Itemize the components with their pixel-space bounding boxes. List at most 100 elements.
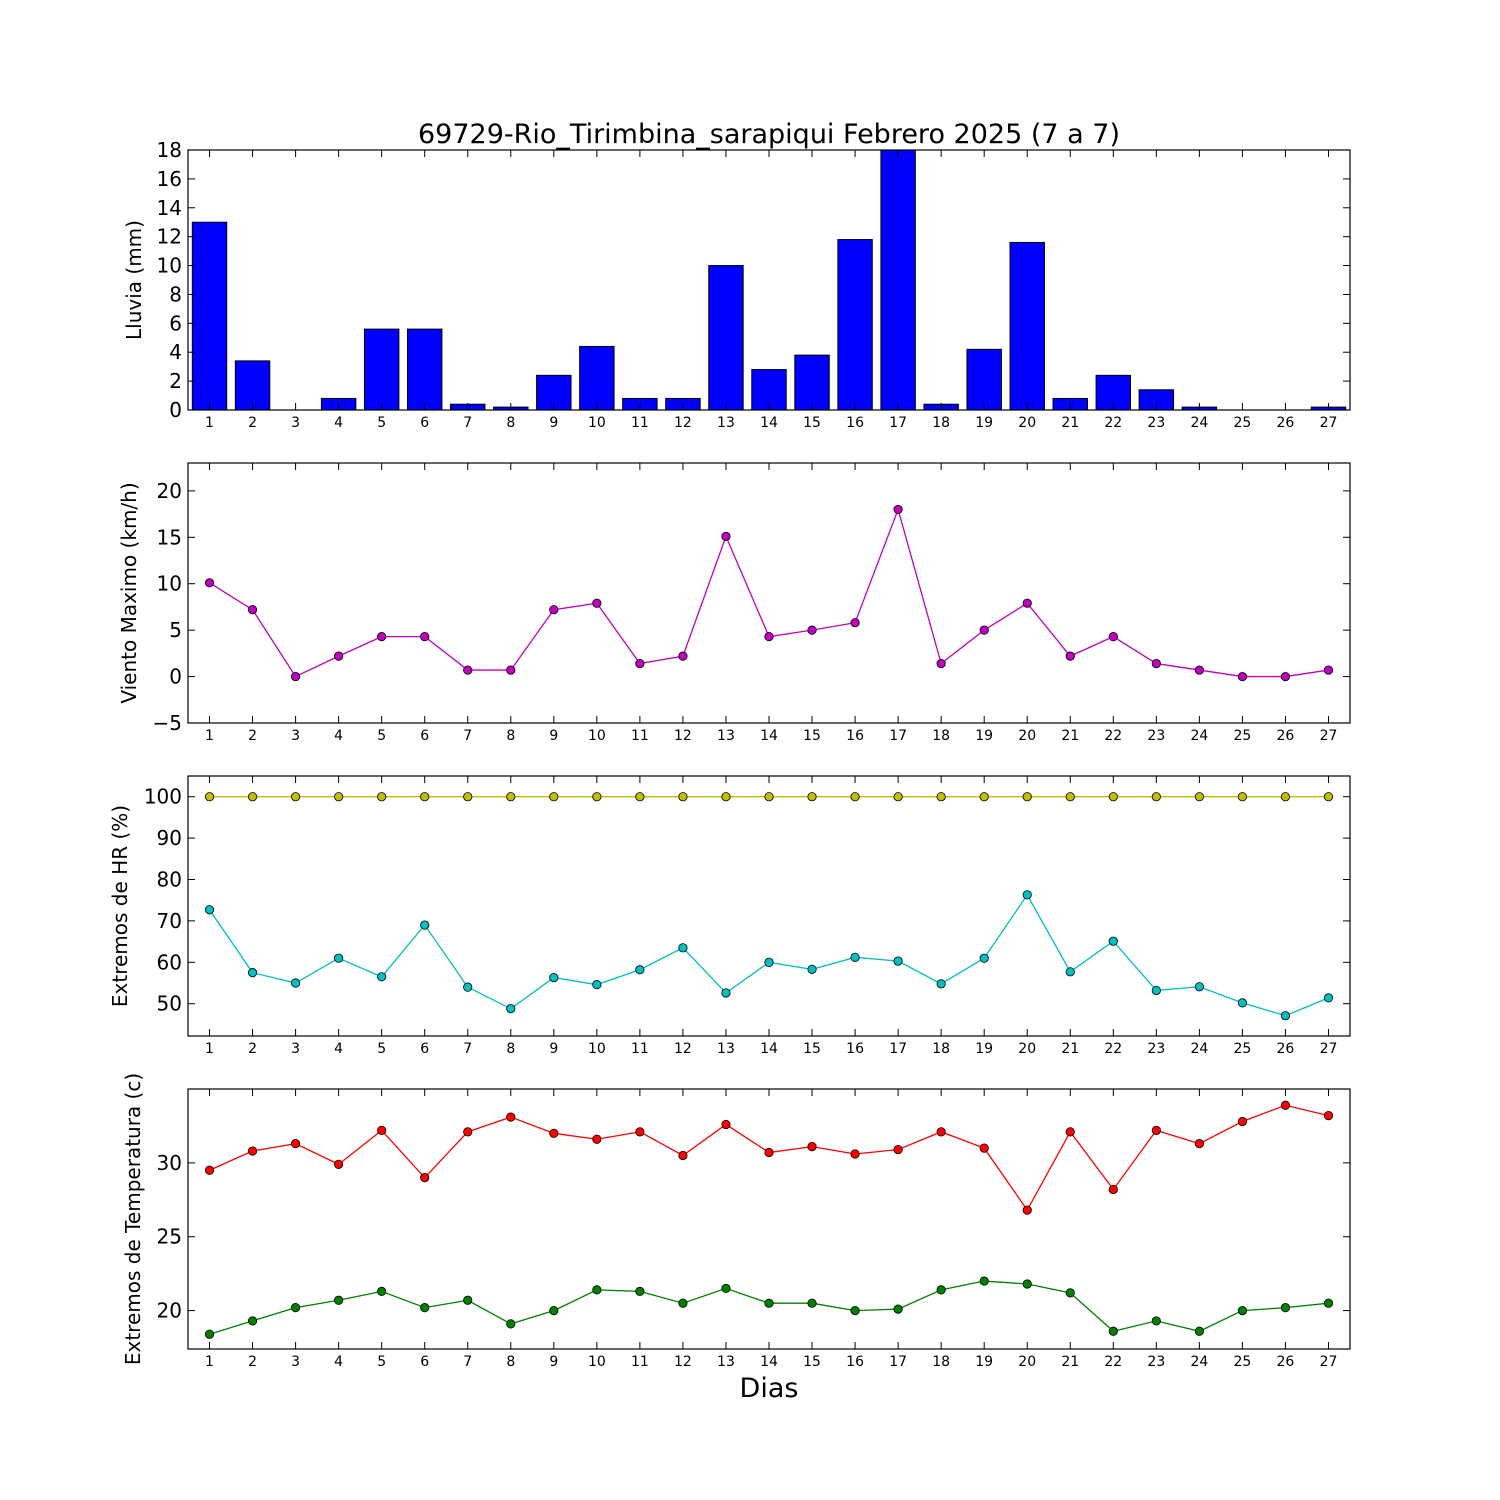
hr-point — [721, 792, 731, 802]
viento-point — [1151, 658, 1161, 669]
hr-xtick-label: 17 — [889, 1041, 907, 1057]
viento-ytick-label: 5 — [169, 618, 182, 642]
viento-point — [592, 598, 602, 608]
lluvia-xtick-label: 9 — [549, 415, 558, 431]
hr-point — [1280, 1011, 1291, 1021]
temperatura-ytick-label: 30 — [157, 1151, 182, 1175]
lluvia-xtick-label: 23 — [1147, 415, 1165, 431]
hr-point — [764, 792, 774, 802]
viento-point — [1108, 632, 1118, 642]
lluvia-xtick-label: 19 — [975, 415, 993, 431]
temperatura-point — [377, 1125, 387, 1135]
hr-point — [1022, 890, 1032, 900]
lluvia-bar — [708, 265, 744, 411]
temperatura-xtick-label: 1 — [205, 1354, 214, 1370]
temperatura-point — [1108, 1326, 1118, 1336]
hr-point — [678, 792, 688, 802]
temperatura-xtick-label: 2 — [248, 1354, 257, 1370]
lluvia-ytick-label: 16 — [157, 167, 182, 191]
lluvia-ytick-label: 8 — [169, 282, 182, 306]
hr-xtick-label: 24 — [1190, 1041, 1208, 1057]
temperatura-xtick-label: 23 — [1147, 1354, 1165, 1370]
lluvia-ytick-label: 18 — [157, 138, 182, 162]
hr-point — [721, 988, 731, 998]
temperatura-point — [1108, 1184, 1118, 1195]
viento-xtick-label: 27 — [1320, 728, 1338, 744]
temperatura-xtick-label: 4 — [334, 1354, 343, 1370]
viento-xtick-label: 22 — [1104, 728, 1122, 744]
viento-point — [979, 625, 989, 635]
lluvia-xtick-label: 2 — [248, 415, 257, 431]
viento-point — [334, 651, 344, 661]
viento-xtick-label: 2 — [248, 728, 257, 744]
viento-point — [850, 618, 860, 628]
hr-point — [764, 957, 774, 967]
viento-point — [290, 671, 301, 682]
viento-xtick-label: 3 — [291, 728, 300, 744]
temperatura-point — [979, 1276, 989, 1286]
viento-point — [506, 665, 516, 675]
lluvia-xtick-label: 17 — [889, 415, 907, 431]
viento-xtick-label: 26 — [1277, 728, 1295, 744]
viento-y-axis-label: Viento Maximo (km/h) — [117, 482, 141, 703]
lluvia-xtick-label: 8 — [506, 415, 515, 431]
temperatura-point — [549, 1305, 559, 1316]
hr-xtick-label: 3 — [291, 1041, 300, 1057]
chart-title: 69729-Rio_Tirimbina_sarapiqui Febrero 20… — [418, 119, 1120, 150]
hr-xtick-label: 22 — [1104, 1041, 1122, 1057]
temperatura-point — [635, 1286, 645, 1296]
temperatura-point — [1022, 1205, 1032, 1215]
temperatura-point — [290, 1303, 301, 1313]
hr-ytick-label: 60 — [157, 950, 182, 974]
hr-point — [247, 968, 258, 978]
lluvia-bar — [1009, 241, 1045, 411]
temperatura-point — [420, 1303, 430, 1313]
hr-point — [334, 953, 344, 963]
hr-point — [936, 979, 946, 989]
hr-xtick-label: 15 — [803, 1041, 821, 1057]
temperatura-xtick-label: 14 — [760, 1354, 778, 1370]
viento-xtick-label: 4 — [334, 728, 343, 744]
viento-point — [1237, 671, 1248, 682]
viento-point — [1022, 598, 1032, 608]
viento-point — [635, 658, 645, 669]
hr-point — [893, 956, 903, 966]
viento-xtick-label: 8 — [506, 728, 515, 744]
hr-point — [290, 978, 301, 988]
lluvia-xtick-label: 1 — [205, 415, 214, 431]
temperatura-xtick-label: 10 — [588, 1354, 606, 1370]
lluvia-xtick-label: 27 — [1320, 415, 1338, 431]
hr-xtick-label: 27 — [1320, 1041, 1338, 1057]
viento-point — [1065, 651, 1075, 661]
lluvia-bar — [966, 348, 1002, 411]
temperatura-point — [592, 1285, 602, 1295]
lluvia-xtick-label: 3 — [291, 415, 300, 431]
hr-xtick-label: 1 — [205, 1041, 214, 1057]
viento-point — [1323, 665, 1334, 675]
temperatura-point — [506, 1112, 516, 1122]
lluvia-xtick-label: 22 — [1104, 415, 1122, 431]
temperatura-point — [807, 1298, 817, 1308]
temperatura-point — [1065, 1127, 1075, 1137]
hr-xtick-label: 20 — [1018, 1041, 1036, 1057]
temperatura-xtick-label: 20 — [1018, 1354, 1036, 1370]
hr-point — [807, 964, 817, 974]
hr-xtick-label: 4 — [334, 1041, 343, 1057]
viento-point — [936, 658, 946, 669]
hr-xtick-label: 23 — [1147, 1041, 1165, 1057]
temperatura-point — [334, 1159, 344, 1169]
hr-point — [635, 965, 645, 975]
temperatura-xtick-label: 13 — [717, 1354, 735, 1370]
hr-point — [592, 792, 602, 802]
viento-xtick-label: 12 — [674, 728, 692, 744]
hr-ytick-label: 100 — [144, 785, 182, 809]
lluvia-bar — [837, 239, 873, 411]
lluvia-xtick-label: 7 — [463, 415, 472, 431]
lluvia-bar — [880, 149, 916, 411]
hr-point — [506, 1004, 516, 1014]
hr-ytick-label: 90 — [157, 826, 182, 850]
hr-xtick-label: 16 — [846, 1041, 864, 1057]
viento-xtick-label: 19 — [975, 728, 993, 744]
